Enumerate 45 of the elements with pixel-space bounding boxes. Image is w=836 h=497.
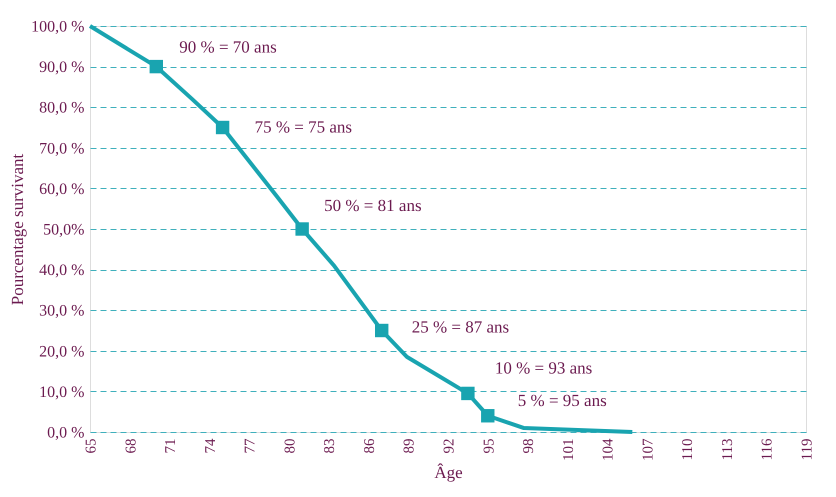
y-tick-label: 0,0 % (47, 424, 84, 442)
annotation: 10 % = 93 ans (494, 358, 592, 378)
annotation: 50 % = 81 ans (324, 196, 422, 215)
annotation: 25 % = 87 ans (412, 318, 510, 336)
x-tick-label: 107 (640, 438, 656, 461)
point (216, 120, 230, 134)
y-tick-label: 60,0 % (39, 180, 84, 198)
x-tick-label: 71 (163, 438, 180, 454)
point (461, 386, 475, 400)
point (150, 60, 164, 74)
x-tick-label: 86 (362, 438, 378, 454)
x-tick-label: 98 (521, 438, 538, 454)
y-tick-label: 80,0 % (39, 100, 84, 117)
annotation: 75 % = 75 ans (254, 118, 352, 136)
x-tick-label: 77 (242, 438, 259, 454)
point (295, 222, 309, 236)
x-tick-label: 80 (282, 438, 298, 454)
x-tick-label: 101 (560, 438, 577, 461)
annotation: 90 % = 70 ans (179, 38, 277, 57)
x-tick-label: 119 (800, 438, 816, 460)
annotation: 5 % = 95 ans (518, 390, 607, 410)
line-series (88, 24, 634, 434)
y-tick-label: 10,0 % (39, 384, 84, 401)
y-tick-label: 90,0 % (39, 59, 84, 76)
point (481, 409, 494, 422)
x-tick-label: 74 (202, 438, 219, 454)
y-tick-label: 70,0 % (39, 140, 84, 158)
x-tick-label: 68 (123, 438, 140, 454)
x-tick-label: 110 (680, 438, 696, 460)
x-tick-label: 116 (760, 438, 776, 460)
point (374, 324, 388, 338)
x-axis-title: Âge (434, 463, 463, 482)
x-tick-label: 65 (84, 438, 100, 454)
y-tick-label: 30,0 % (39, 302, 84, 320)
x-tick-label: 89 (402, 438, 418, 454)
x-tick-label: 83 (322, 438, 338, 454)
y-axis-title: Pourcentage survivant (8, 153, 28, 306)
y-tick-label: 50,0% (43, 222, 84, 238)
x-tick-label: 92 (442, 438, 458, 454)
x-tick-label: 113 (720, 438, 736, 460)
x-tick-label: 104 (600, 438, 617, 461)
x-tick-label: 95 (481, 438, 498, 454)
y-tick-label: 20,0 % (39, 343, 84, 360)
y-tick-label: 40,0 % (39, 262, 84, 280)
y-tick-label: 100,0 % (31, 18, 84, 36)
